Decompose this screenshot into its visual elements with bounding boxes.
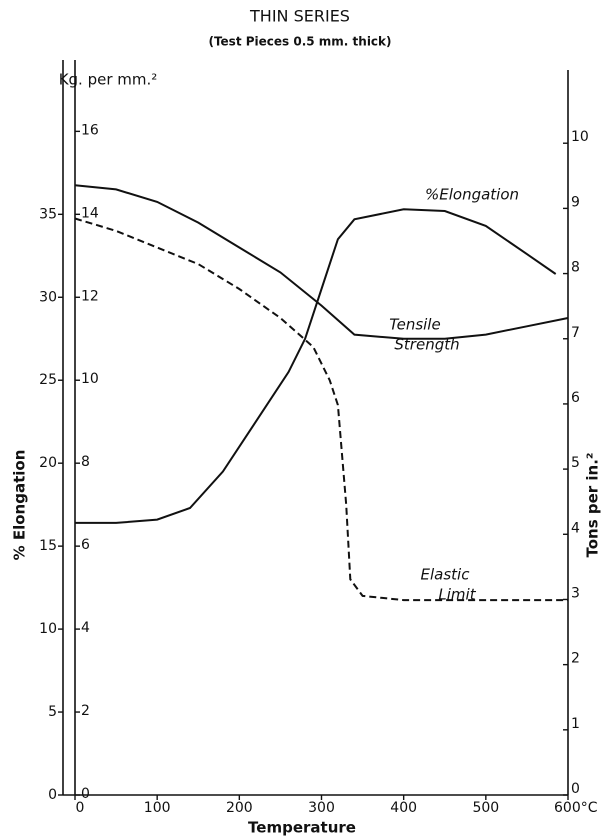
y-tick-label: 10 [39, 621, 57, 637]
y2-tick-label: 2 [81, 703, 90, 719]
series-label: Strength [394, 336, 459, 354]
series-label: Limit [438, 586, 476, 604]
y3-tick-label: 8 [571, 260, 580, 276]
x-tick-label: 600°C [554, 800, 598, 816]
x-tick-label: 100 [144, 800, 171, 816]
x-axis-label: Temperature [248, 819, 356, 837]
y2-axis-label: Kg. per mm.² [59, 71, 158, 89]
series-line [74, 217, 568, 602]
y2-tick-label: 6 [81, 537, 90, 553]
y3-tick-label: 3 [571, 585, 580, 601]
y-tick-label: 25 [39, 372, 57, 388]
y2-tick-label: 8 [81, 454, 90, 470]
y2-tick-label: 14 [81, 205, 99, 221]
x-tick-label: 300 [308, 800, 335, 816]
series-label: Elastic [421, 566, 471, 584]
y3-tick-label: 4 [571, 520, 580, 536]
chart-title: THIN SERIES [249, 7, 350, 26]
y-tick-label: 30 [39, 289, 57, 305]
series-label: Tensile [389, 316, 440, 334]
x-tick-label: 500 [472, 800, 499, 816]
series-label: %Elongation [425, 186, 519, 204]
chart-subtitle: (Test Pieces 0.5 mm. thick) [208, 35, 391, 49]
y3-tick-label: 5 [571, 455, 580, 471]
y2-tick-label: 16 [81, 122, 99, 138]
y2-tick-label: 0 [81, 786, 90, 802]
y3-axis-label: Tons per in.² [584, 453, 602, 558]
y-tick-label: 5 [48, 704, 57, 720]
x-tick-label: 0 [76, 800, 85, 816]
y2-tick-label: 10 [81, 371, 99, 387]
x-tick-label: 200 [226, 800, 253, 816]
y-tick-label: 20 [39, 455, 57, 471]
y3-tick-label: 9 [571, 194, 580, 210]
series-line [75, 208, 557, 524]
y3-tick-label: 7 [571, 325, 580, 341]
y3-tick-label: 1 [571, 716, 580, 732]
y3-tick-label: 10 [571, 129, 589, 145]
x-tick-label: 400 [390, 800, 417, 816]
series-line [74, 184, 569, 340]
y-tick-label: 0 [48, 787, 57, 803]
y-axis-label: % Elongation [11, 450, 29, 561]
y3-tick-label: 2 [571, 651, 580, 667]
y3-tick-label: 0 [571, 781, 580, 797]
y-tick-label: 35 [39, 206, 57, 222]
y2-tick-label: 4 [81, 620, 90, 636]
y3-tick-label: 6 [571, 390, 580, 406]
y-tick-label: 15 [39, 538, 57, 554]
y2-tick-label: 12 [81, 288, 99, 304]
